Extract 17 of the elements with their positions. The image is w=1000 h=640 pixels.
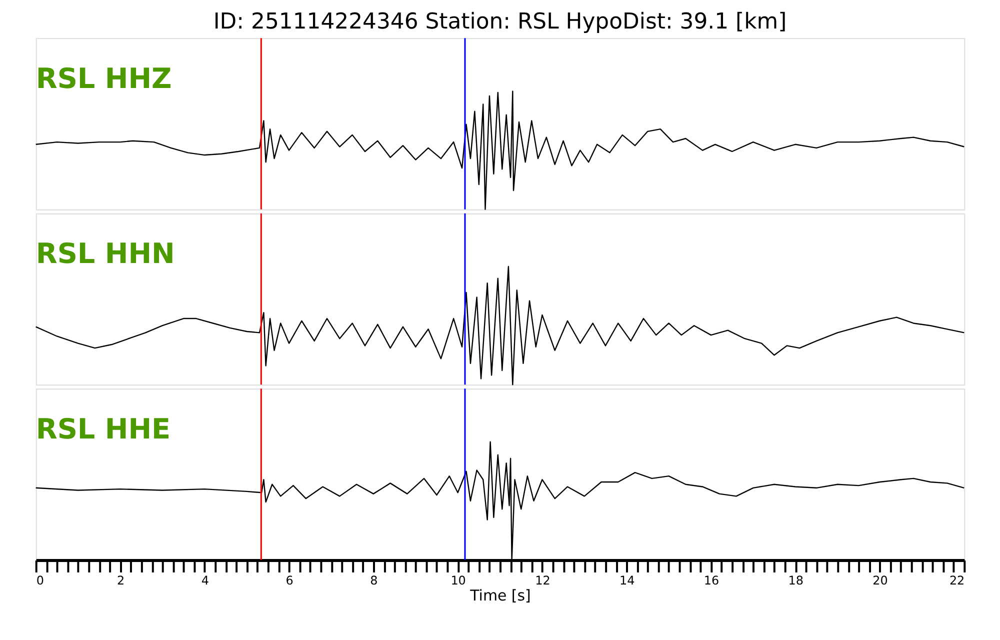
x-axis-title: Time [s] (469, 586, 531, 604)
series-label: RSL HHN (36, 237, 175, 270)
chart-title: ID: 251114224346 Station: RSL HypoDist: 39.1 [km] (213, 9, 787, 34)
x-tick-label: 16 (704, 573, 720, 588)
x-tick-label: 20 (872, 573, 888, 588)
x-tick-label: 14 (619, 573, 635, 588)
series-label: RSL HHZ (36, 62, 172, 95)
x-tick-label: 12 (535, 573, 550, 588)
x-tick-label: 0 (36, 573, 44, 588)
x-tick-label: 18 (788, 573, 804, 588)
x-tick-label: 10 (450, 573, 466, 588)
x-tick-label: 22 (949, 573, 965, 588)
x-tick-label: 2 (116, 573, 125, 588)
x-tick-label: 6 (286, 573, 294, 588)
x-tick-label: 8 (370, 573, 378, 588)
series-label: RSL HHE (36, 412, 171, 446)
x-tick-label: 4 (201, 573, 209, 588)
